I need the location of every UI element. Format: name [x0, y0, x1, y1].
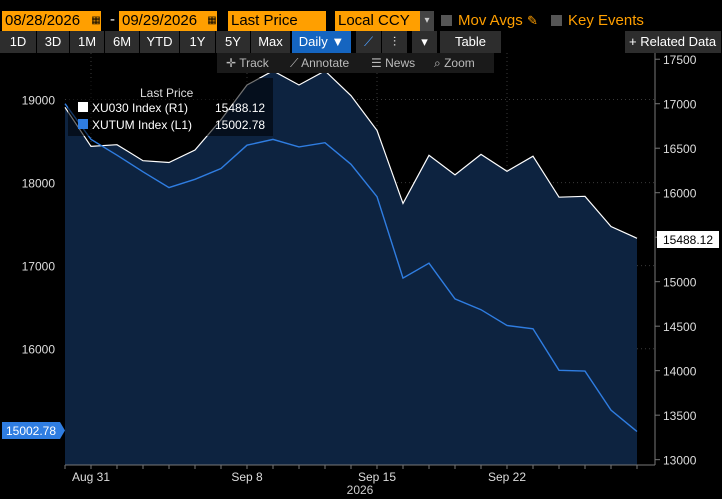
start-date-field[interactable]: 08/28/2026 — [2, 11, 91, 31]
left-tick-label: 16000 — [22, 343, 56, 357]
x-tick-label: Sep 8 — [231, 470, 263, 484]
tool-zoom-label: Zoom — [444, 56, 475, 70]
right-tick-label: 14500 — [663, 320, 697, 334]
right-tick-label: 17500 — [663, 53, 697, 67]
frequency-dropdown[interactable]: Daily ▼ — [292, 31, 352, 53]
currency-dropdown-icon[interactable]: ▾ — [420, 11, 434, 31]
legend-value-xutum: 15002.78 — [215, 118, 265, 132]
legend-label-xutum: XUTUM Index (L1) — [92, 118, 192, 132]
related-data-button[interactable]: + Related Data — [625, 31, 722, 53]
frequency-chevron-icon: ▼ — [331, 34, 345, 49]
candle-chart-icon[interactable]: ⫶ — [382, 31, 408, 53]
currency-value: Local CCY — [338, 12, 410, 29]
series-line-xu030 — [64, 70, 638, 239]
chart-options-dropdown-icon[interactable]: ▾ — [412, 31, 438, 53]
pencil-icon[interactable]: ✎ — [527, 13, 538, 28]
legend-swatch-xutum — [78, 119, 88, 129]
tool-zoom[interactable]: ⌕ Zoom — [434, 55, 475, 72]
end-date-field[interactable]: 09/29/2026 — [119, 11, 207, 31]
key-events-label: Key Events — [568, 12, 644, 29]
date-range-dash: - — [110, 11, 115, 28]
end-date-value: 09/29/2026 — [122, 12, 198, 29]
x-tick-label: Sep 22 — [488, 470, 526, 484]
right-tick-label: 16500 — [663, 142, 697, 156]
period-button-5y[interactable]: 5Y — [216, 31, 251, 53]
end-calendar-icon[interactable]: ▦ — [207, 11, 217, 31]
period-button-1d[interactable]: 1D — [0, 31, 37, 53]
right-tick-label: 13000 — [663, 454, 697, 468]
right-tick-label: 17000 — [663, 98, 697, 112]
legend: Last Price XU030 Index (R1) 15488.12 XUT… — [68, 78, 273, 136]
x-year-label: 2026 — [347, 483, 374, 497]
left-tick-label: 19000 — [22, 94, 56, 108]
tool-annotate-label: Annotate — [301, 56, 350, 70]
chart-tools-strip — [217, 53, 494, 73]
right-tick-label: 16000 — [663, 187, 697, 201]
crosshair-icon: ✛ — [226, 56, 237, 70]
tool-track-label: Track — [239, 56, 269, 70]
period-button-6m[interactable]: 6M — [105, 31, 140, 53]
x-tick-label: Sep 15 — [358, 470, 396, 484]
left-axis-ticks: 16000 17000 18000 19000 — [22, 94, 56, 357]
right-tick-label: 15000 — [663, 276, 697, 290]
key-events-checkbox[interactable] — [551, 15, 562, 26]
frequency-label: Daily — [298, 34, 328, 49]
legend-title: Last Price — [140, 86, 194, 100]
legend-label-xu030: XU030 Index (R1) — [92, 101, 188, 115]
period-button-1m[interactable]: 1M — [70, 31, 105, 53]
left-tick-label: 17000 — [22, 260, 56, 274]
legend-value-xu030: 15488.12 — [215, 101, 265, 115]
zoom-icon: ⌕ — [434, 56, 441, 70]
plus-icon: + — [629, 34, 637, 49]
related-data-label: Related Data — [640, 34, 717, 49]
period-button-1y[interactable]: 1Y — [180, 31, 216, 53]
field-selector-value: Last Price — [231, 12, 298, 29]
table-button[interactable]: Table — [440, 31, 502, 53]
last-value-left: 15002.78 — [6, 424, 56, 438]
area-fill — [65, 70, 637, 466]
news-icon: ☰ — [371, 56, 382, 70]
tool-news-label: News — [385, 56, 416, 70]
start-calendar-icon[interactable]: ▦ — [91, 11, 101, 31]
period-button-ytd[interactable]: YTD — [140, 31, 180, 53]
last-value-tag-left: 15002.78 — [2, 422, 65, 439]
last-value-tag-right: 15488.12 — [657, 231, 719, 248]
tool-track[interactable]: ✛ Track — [226, 55, 269, 72]
period-button-max[interactable]: Max — [251, 31, 291, 53]
right-axis-ticks: 1300013500140001450015000155001600016500… — [655, 53, 697, 468]
right-tick-label: 13500 — [663, 409, 697, 423]
x-axis-ticks: Aug 31 Sep 8 Sep 15 Sep 22 — [64, 465, 638, 484]
right-tick-label: 14000 — [663, 365, 697, 379]
start-date-value: 08/28/2026 — [5, 12, 81, 29]
mov-avgs-label: Mov Avgs — [458, 12, 523, 29]
legend-swatch-xu030 — [78, 102, 88, 112]
field-selector[interactable]: Last Price — [228, 11, 326, 31]
series-line-xutum — [64, 103, 638, 433]
mov-avgs-checkbox[interactable] — [441, 15, 452, 26]
annotate-icon: ⟋ — [290, 56, 299, 70]
line-chart-icon[interactable]: ⟋ — [356, 31, 382, 53]
currency-selector[interactable]: Local CCY — [335, 11, 420, 31]
last-value-right: 15488.12 — [663, 233, 713, 247]
tool-annotate[interactable]: ⟋ Annotate — [290, 55, 349, 72]
tool-news[interactable]: ☰ News — [371, 55, 415, 72]
left-tick-label: 18000 — [22, 177, 56, 191]
period-button-3d[interactable]: 3D — [37, 31, 70, 53]
x-tick-label: Aug 31 — [72, 470, 110, 484]
